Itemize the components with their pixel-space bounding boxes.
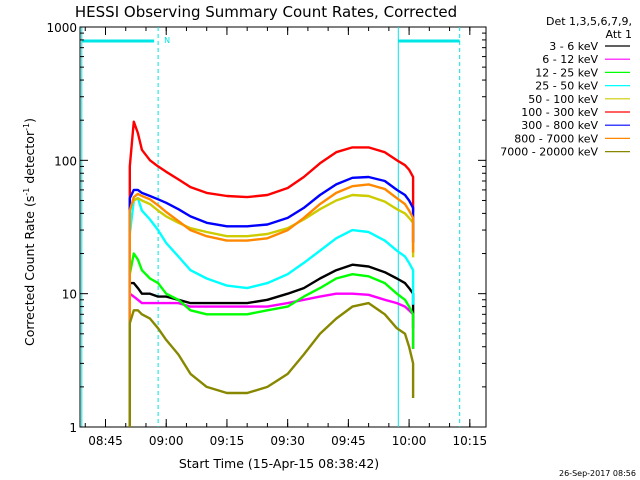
series-line-1 xyxy=(128,263,415,427)
x-tick-label: 10:15 xyxy=(453,434,488,448)
series-line-9 xyxy=(128,301,415,427)
legend-label-7: 300 - 800 keV xyxy=(521,119,598,132)
y-axis-label: Corrected Count Rate (s-1 detector-1) xyxy=(22,118,37,346)
y-axis-label-mid: detector xyxy=(22,130,37,188)
x-tick-label: 08:45 xyxy=(88,434,123,448)
series-line-4 xyxy=(128,197,415,427)
x-tick-label: 09:30 xyxy=(270,434,305,448)
plot-area: N 1 10 100 1000 08:45 09:00 09:15 09:30 09:45 10:0… xyxy=(46,21,487,448)
x-tick-label: 10:00 xyxy=(392,434,427,448)
x-tick-label: 09:00 xyxy=(149,434,184,448)
y-axis-label-sup-2: -1 xyxy=(22,123,31,131)
legend-label-2: 6 - 12 keV xyxy=(542,53,598,66)
legend-label-3: 12 - 25 keV xyxy=(535,66,598,79)
series-line-2 xyxy=(128,292,415,427)
chart-title: HESSI Observing Summary Count Rates, Cor… xyxy=(75,3,457,21)
legend-label-9: 7000 - 20000 keV xyxy=(500,146,598,159)
y-tick-label: 1000 xyxy=(46,21,77,35)
legend-label-8: 800 - 7000 keV xyxy=(514,132,598,145)
footer-date: 26-Sep-2017 08:56 xyxy=(559,469,636,478)
series-line-6 xyxy=(128,120,415,427)
x-tick-label: 09:45 xyxy=(331,434,366,448)
y-axis-label-main: Corrected Count Rate (s xyxy=(22,196,37,346)
legend-label-6: 100 - 300 keV xyxy=(521,106,598,119)
y-axis-label-sup-1: -1 xyxy=(22,188,31,196)
legend-header-line-2: Att 1 xyxy=(606,28,632,41)
plot-frame xyxy=(79,26,487,428)
y-tick-label: 1 xyxy=(69,421,77,435)
legend-label-4: 25 - 50 keV xyxy=(535,80,598,93)
y-tick-label: 10 xyxy=(62,288,77,302)
legend-header-line-1: Det 1,3,5,6,7,9, xyxy=(546,15,632,28)
legend-label-5: 50 - 100 keV xyxy=(528,93,598,106)
series-line-8 xyxy=(128,183,415,427)
x-axis-label: Start Time (15-Apr-15 08:38:42) xyxy=(179,456,379,471)
y-axis-label-end: ) xyxy=(22,118,37,123)
night-marker-label: N xyxy=(164,36,170,45)
series-line-7 xyxy=(128,175,415,427)
x-tick-label: 09:15 xyxy=(210,434,245,448)
series-line-5 xyxy=(128,193,415,427)
y-tick-label: 100 xyxy=(54,154,77,168)
legend-label-1: 3 - 6 keV xyxy=(549,40,598,53)
series-line-3 xyxy=(128,252,415,427)
